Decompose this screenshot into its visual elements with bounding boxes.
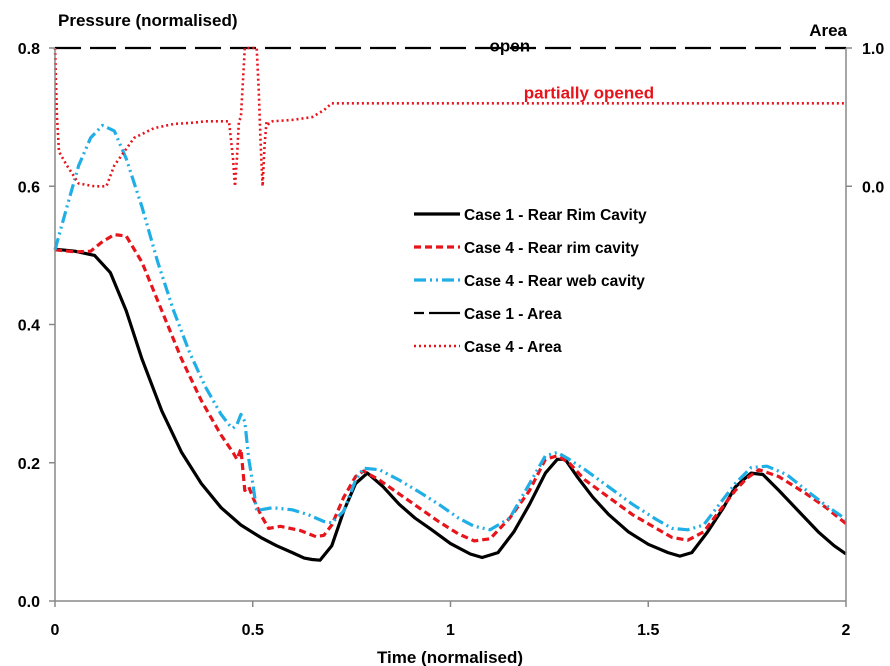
y-tick-label: 0.6 <box>18 179 40 196</box>
annotation-2: partially opened <box>524 83 654 102</box>
series-line-3 <box>53 123 847 532</box>
legend-label-5: Case 4 - Area <box>464 339 562 356</box>
right-axis-title: Area <box>809 21 847 40</box>
x-axis-title: Time (normalised) <box>377 648 523 666</box>
x-tick-label: 1.5 <box>637 622 659 639</box>
plot-lines <box>53 46 848 562</box>
legend-label-2: Case 4 - Rear rim cavity <box>464 240 639 257</box>
x-tick-label: 2 <box>842 622 851 639</box>
left-axis-title: Pressure (normalised) <box>58 11 238 30</box>
y2-tick-label: 1.0 <box>862 41 884 58</box>
y-tick-label: 0.2 <box>18 456 40 473</box>
annotation-1: open <box>490 36 531 55</box>
legend-label-3: Case 4 - Rear web cavity <box>464 273 645 290</box>
legend: Case 1 - Rear Rim Cavity Case 4 - Rear ri… <box>414 207 647 356</box>
x-tick-label: 0 <box>51 622 60 639</box>
series-line-5 <box>53 46 846 188</box>
annotations: open partially opened <box>490 36 655 102</box>
y2-tick-label: 0.0 <box>862 179 884 196</box>
x-tick-label: 1 <box>446 622 455 639</box>
series-line-2 <box>54 233 848 543</box>
legend-label-1: Case 1 - Rear Rim Cavity <box>464 207 647 224</box>
legend-label-4: Case 1 - Area <box>464 306 562 323</box>
axis-ticks: 0 0.5 1 1.5 2 0.0 0.2 0.4 0.6 0.8 0.0 1.0 <box>18 41 885 639</box>
y-tick-label: 0.8 <box>18 41 40 58</box>
y-tick-label: 0.4 <box>18 318 40 335</box>
y-tick-label: 0.0 <box>18 594 40 611</box>
series-line-1 <box>54 247 847 562</box>
x-tick-label: 0.5 <box>242 622 264 639</box>
